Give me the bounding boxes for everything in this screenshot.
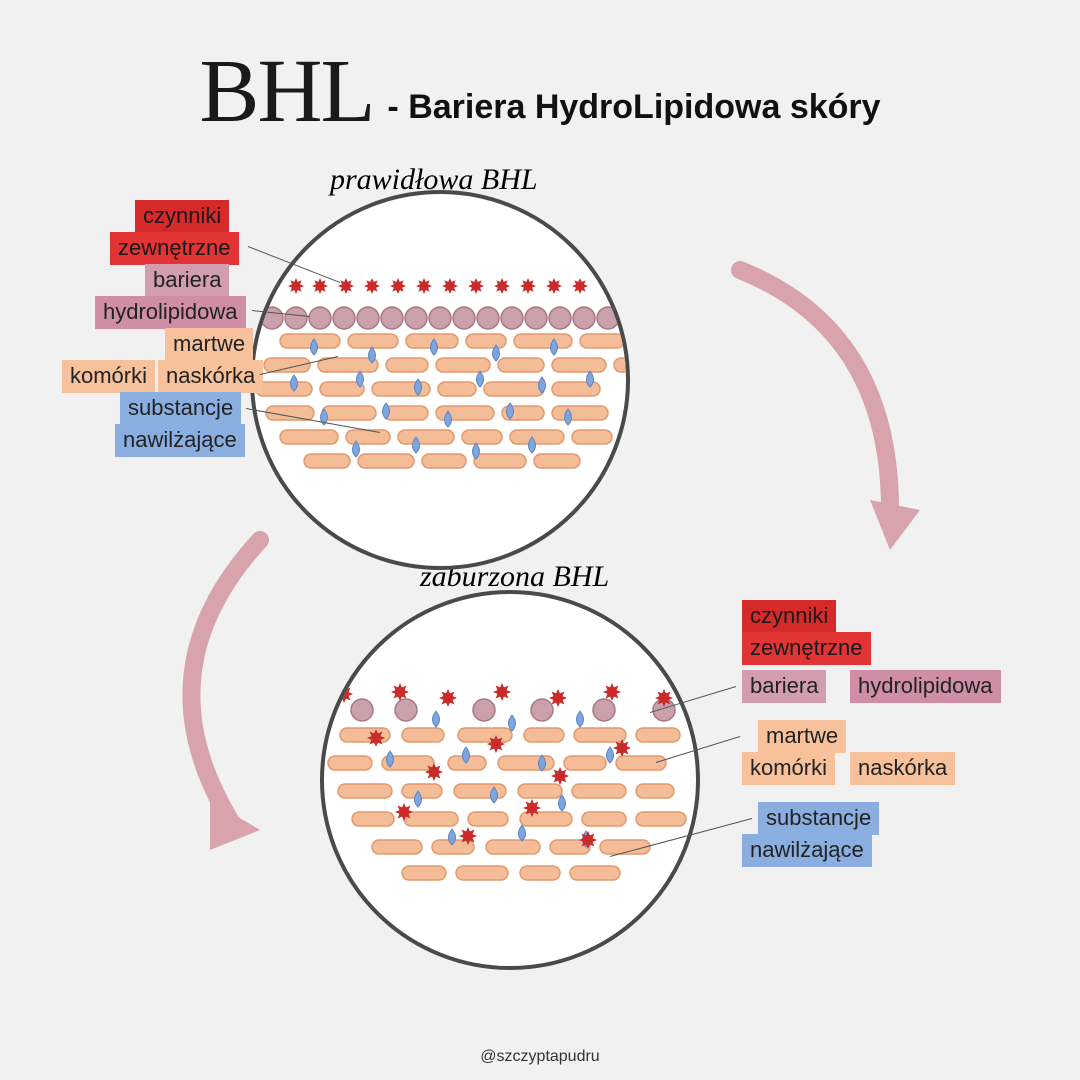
label-tag: nawilżające [115, 424, 245, 457]
label-tag: bariera [742, 670, 826, 703]
label-tag: naskórka [850, 752, 955, 785]
label-tag: substancje [120, 392, 241, 425]
label-tag: czynniki [742, 600, 836, 633]
label-tag: czynniki [135, 200, 229, 233]
label-tag: komórki [62, 360, 155, 393]
label-tag: substancje [758, 802, 879, 835]
infographic-canvas: BHL - Bariera HydroLipidowa skóry prawid… [0, 0, 1080, 1080]
label-tag: nawilżające [742, 834, 872, 867]
diagram-healthy [254, 194, 630, 570]
arrow-left [120, 520, 380, 880]
label-tag: bariera [145, 264, 229, 297]
label-tag: zewnętrzne [110, 232, 239, 265]
label-tag: hydrolipidowa [850, 670, 1001, 703]
footer-handle: @szczyptapudru [0, 1048, 1080, 1066]
circle-healthy [250, 190, 630, 570]
title-row: BHL - Bariera HydroLipidowa skóry [0, 30, 1080, 133]
label-tag: martwe [758, 720, 846, 753]
label-tag: zewnętrzne [742, 632, 871, 665]
title-script: BHL [199, 40, 373, 143]
label-tag: naskórka [158, 360, 263, 393]
diagram-damaged [324, 594, 700, 970]
label-tag: hydrolipidowa [95, 296, 246, 329]
title-bold: - Bariera HydroLipidowa skóry [387, 88, 880, 127]
label-tag: martwe [165, 328, 253, 361]
arrow-right [720, 230, 980, 590]
label-tag: komórki [742, 752, 835, 785]
